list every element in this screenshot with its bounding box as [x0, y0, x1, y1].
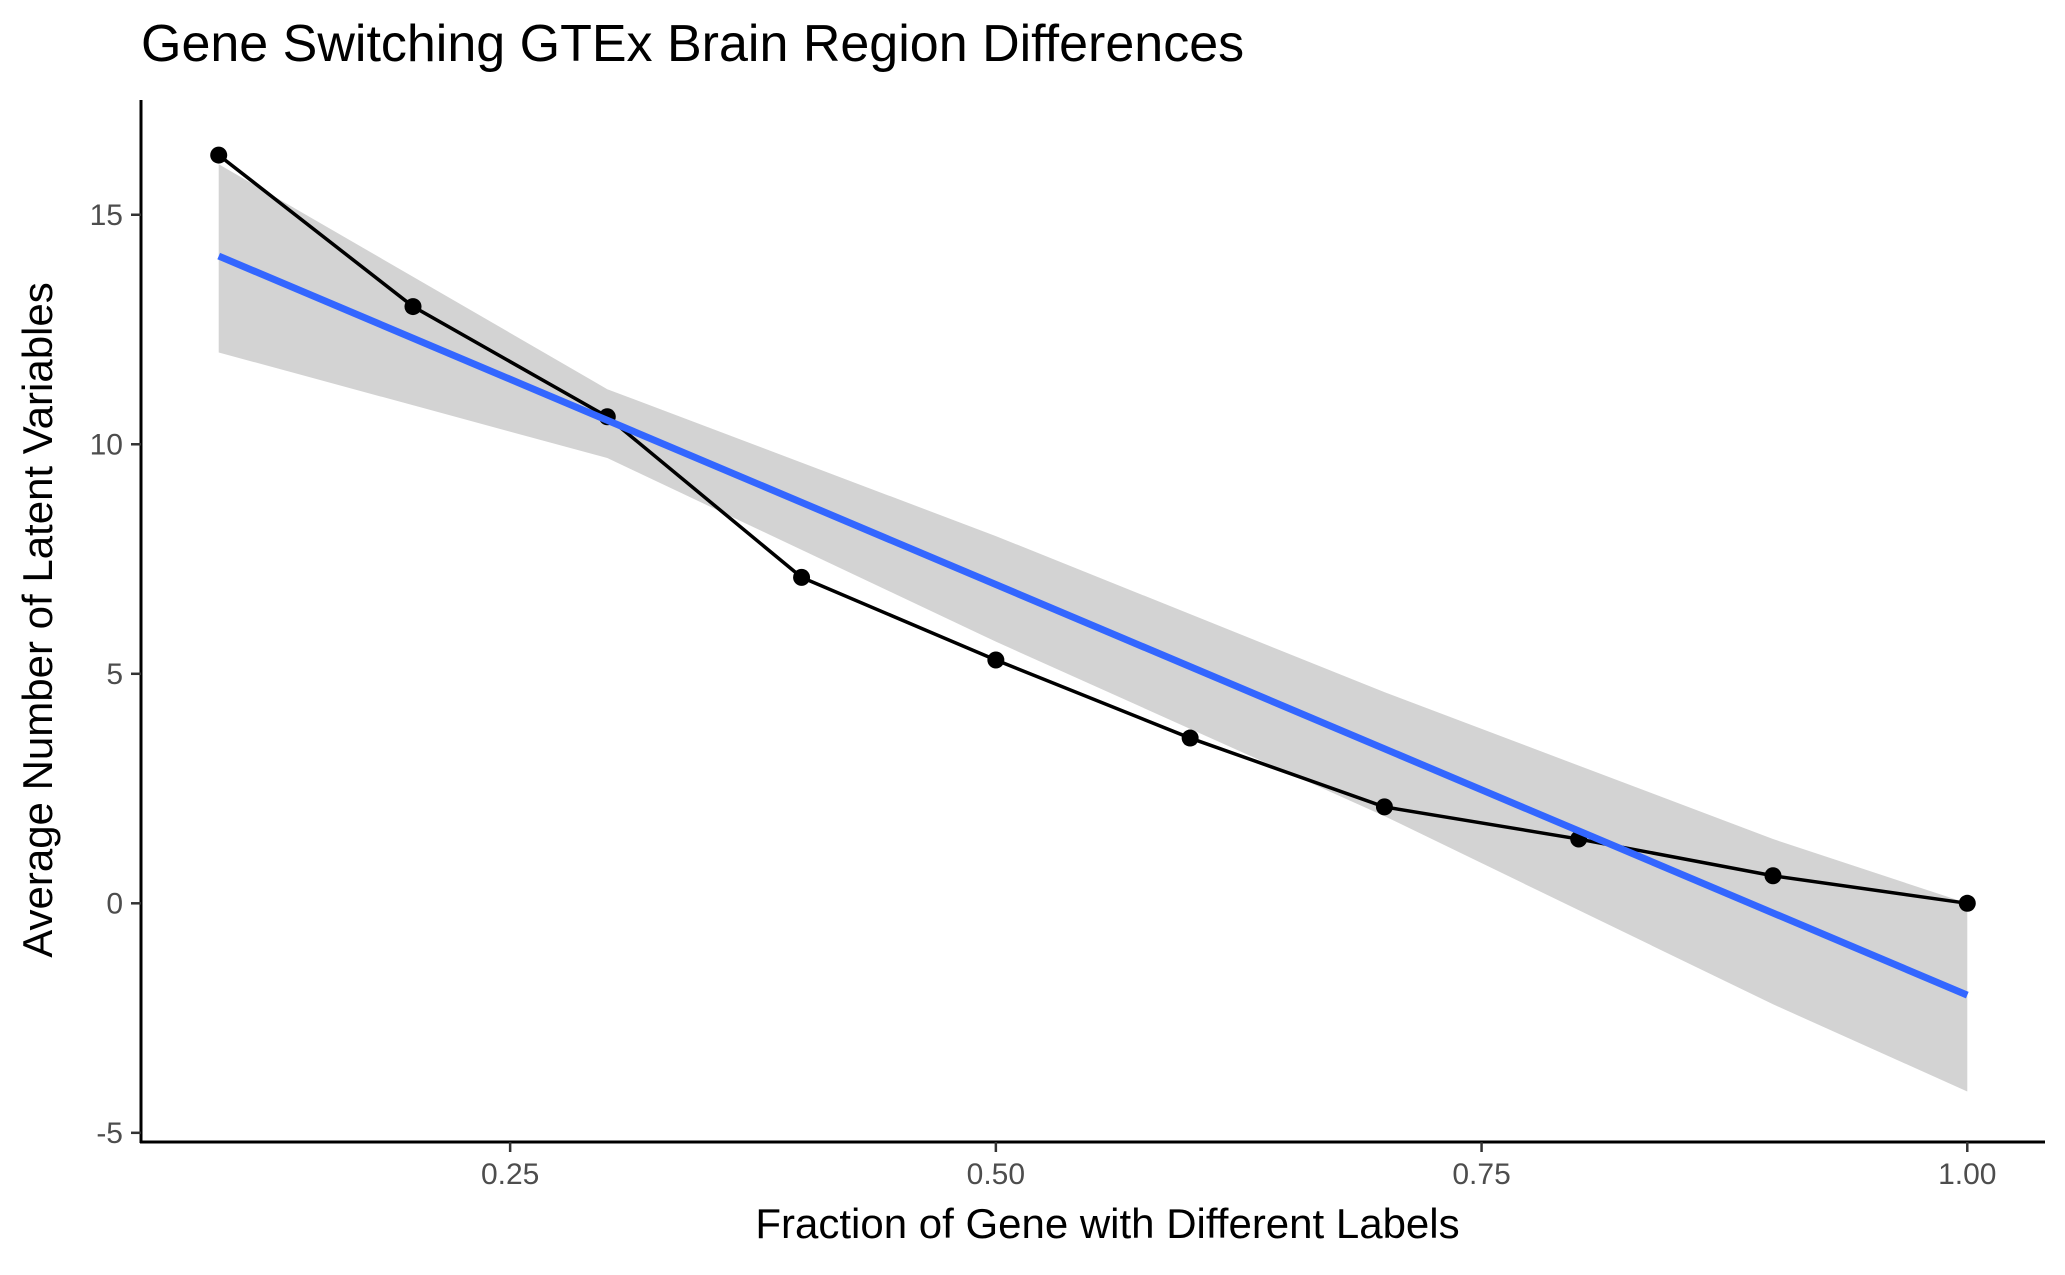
- x-axis-label: Fraction of Gene with Different Labels: [755, 1200, 1460, 1247]
- data-point: [210, 146, 228, 164]
- y-tick-label: 0: [106, 887, 123, 920]
- y-tick-label: 10: [90, 428, 123, 461]
- y-tick-label: -5: [96, 1117, 123, 1150]
- y-axis-label: Average Number of Latent Variables: [14, 282, 61, 958]
- x-tick-label: 0.25: [481, 1158, 539, 1191]
- series-line: [217, 153, 1968, 906]
- x-tick-label: 0.75: [1452, 1158, 1510, 1191]
- data-point: [793, 568, 811, 586]
- fit-line: [217, 252, 1969, 999]
- data-point: [1764, 867, 1782, 885]
- x-tick-label: 1.00: [1938, 1158, 1996, 1191]
- data-point: [1181, 729, 1199, 747]
- data-point: [987, 651, 1005, 669]
- axis-layer: -5 0 5 10 15 0.25 0.50 0.75 1.00: [90, 100, 2045, 1191]
- chart-title: Gene Switching GTEx Brain Region Differe…: [141, 15, 1245, 73]
- y-tick-label: 15: [90, 199, 123, 232]
- fit-layer: [217, 252, 1969, 999]
- y-tick-label: 5: [106, 658, 123, 691]
- data-point: [404, 298, 422, 316]
- x-tick-label: 0.50: [967, 1158, 1025, 1191]
- data-point: [1375, 798, 1393, 816]
- series-layer: [210, 146, 1976, 912]
- data-point: [1958, 894, 1976, 912]
